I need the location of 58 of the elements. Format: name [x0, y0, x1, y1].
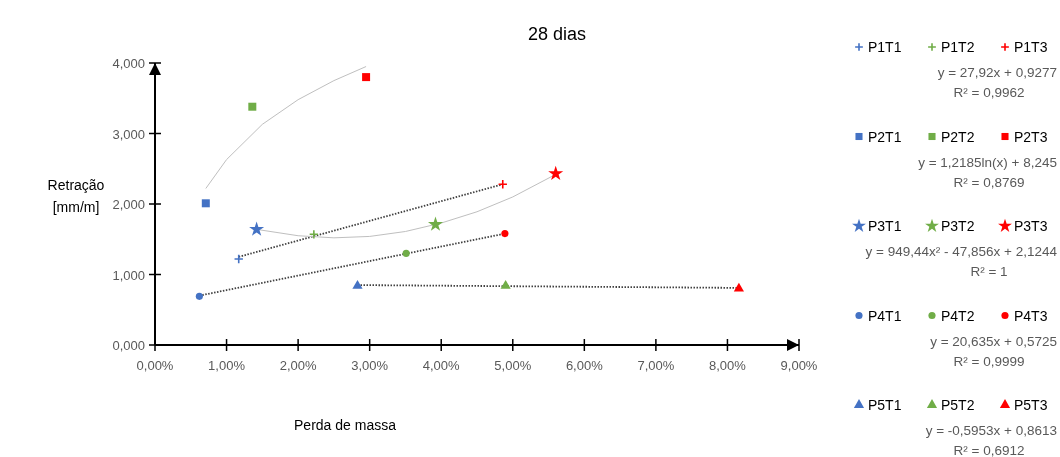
point — [201, 199, 210, 208]
point — [362, 73, 371, 82]
legend-label: P1T1 — [868, 39, 902, 55]
text: y = -0,5953x + 0,8613 — [925, 423, 1057, 438]
text: R² = 0,6912 — [953, 443, 1025, 457]
text: y = 1,2185ln(x) + 8,245 — [918, 154, 1057, 170]
legend-label: P2T3 — [1014, 128, 1048, 145]
point — [497, 179, 508, 190]
legend-label: P4T1 — [868, 307, 902, 324]
legend-label: P1T3 — [1014, 39, 1048, 55]
text: R² = 0,9999 — [953, 353, 1025, 369]
chart-title: 28 dias — [527, 24, 587, 44]
text: y = 27,92x + 0,9277 — [937, 65, 1057, 80]
legend-label: P5T3 — [1014, 397, 1048, 413]
legend-label: P4T3 — [1014, 307, 1048, 324]
point — [248, 102, 257, 111]
point — [233, 254, 244, 264]
point — [500, 279, 511, 289]
point — [501, 230, 509, 238]
point — [249, 221, 265, 236]
x-tick-label: 5,00% — [494, 358, 532, 373]
x-tick-label: 7,00% — [637, 358, 675, 373]
point — [548, 165, 564, 181]
x-tick-label: 1,00% — [208, 358, 246, 373]
legend-label: P5T2 — [941, 397, 975, 413]
text: y = 20,635x + 0,5725 — [930, 333, 1057, 349]
text: y = 949,44x² - 47,856x + 2,1244 — [865, 244, 1058, 259]
x-tick-label: 4,00% — [422, 358, 461, 373]
x-tick-label: 6,00% — [565, 358, 604, 373]
text: R² = 0,8769 — [953, 174, 1025, 190]
legend-label: P3T3 — [1014, 218, 1048, 234]
x-tick-label: 8,00% — [709, 358, 747, 373]
x-tick-label: 2,00% — [279, 358, 317, 373]
y-tick-label: 1,000 — [112, 267, 145, 283]
point — [427, 216, 444, 231]
legend-label: P3T1 — [868, 218, 902, 234]
y-tick-label: 0,000 — [112, 338, 145, 353]
text: R² = 1 — [970, 264, 1008, 279]
y-tick-label: 2,000 — [112, 197, 145, 212]
y-axis-title: Retração [mm/m] — [47, 177, 105, 215]
x-tick-label: 0,00% — [136, 358, 174, 373]
point — [402, 249, 410, 257]
legend-label: P2T1 — [868, 128, 902, 145]
x-axis-title: Perda de massa — [294, 417, 397, 433]
x-tick-label: 3,00% — [351, 358, 389, 373]
point — [352, 279, 363, 289]
y-tick-label: 4,000 — [112, 56, 145, 71]
legend-label: P2T2 — [941, 128, 975, 145]
legend-label: P4T2 — [941, 307, 975, 324]
point — [733, 282, 744, 292]
text: R² = 0,9962 — [953, 85, 1025, 100]
legend-label: P5T1 — [868, 397, 902, 413]
legend-label: P1T2 — [941, 39, 975, 55]
point — [195, 292, 203, 300]
legend-label: P3T2 — [941, 218, 975, 234]
y-tick-label: 3,000 — [112, 126, 145, 142]
x-tick-label: 9,00% — [780, 358, 818, 373]
line-series — [205, 66, 367, 189]
